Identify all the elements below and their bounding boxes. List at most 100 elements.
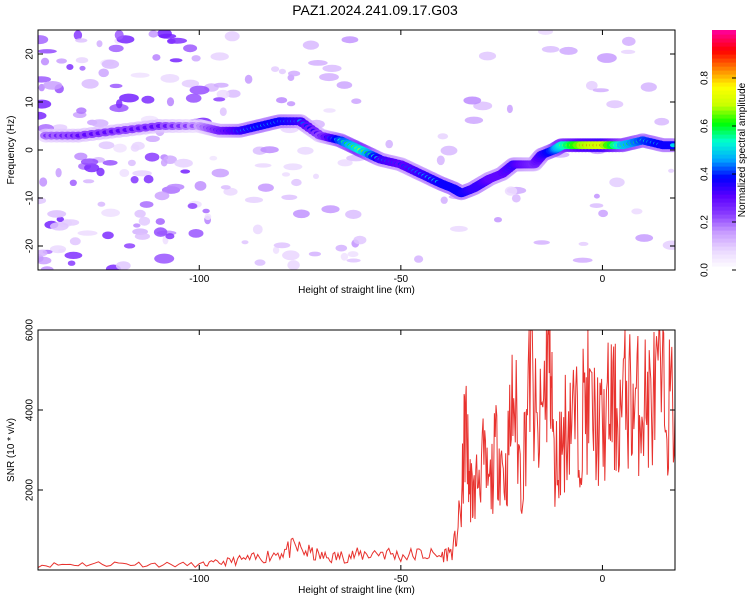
heatmap-noise-cell: [77, 230, 98, 236]
colorbar-segment: [712, 234, 736, 239]
colorbar-segment: [712, 178, 736, 183]
heatmap-noise-cell: [622, 36, 636, 47]
colorbar-segment: [712, 110, 736, 115]
heatmap-ytick-label: -20: [25, 238, 36, 253]
colorbar-segment: [712, 142, 736, 147]
snr-series-line: [38, 330, 675, 569]
heatmap-xtick-label: -100: [189, 274, 209, 285]
heatmap-noise-cell: [598, 209, 608, 218]
heatmap-noise-cell: [134, 232, 150, 240]
colorbar-tick-label: 0.6: [700, 119, 711, 133]
heatmap-noise-cell: [213, 97, 226, 102]
heatmap-noise-cell: [132, 170, 152, 177]
heatmap-noise-cell: [297, 146, 314, 155]
heatmap-noise-cell: [224, 31, 240, 42]
heatmap-noise-cell: [38, 35, 49, 45]
colorbar-segment: [712, 210, 736, 215]
heatmap-noise-cell: [276, 97, 288, 104]
heatmap-noise-cell: [244, 74, 253, 84]
heatmap-noise-cell: [180, 169, 191, 174]
heatmap-noise-cell: [662, 240, 675, 250]
colorbar-segment: [712, 170, 736, 175]
heatmap-noise-cell: [75, 38, 88, 43]
heatmap-noise-cell: [254, 163, 272, 168]
heatmap-noise-cell: [252, 224, 263, 235]
heatmap-noise-cell: [38, 76, 51, 83]
colorbar-segment: [712, 58, 736, 63]
heatmap-noise-cell: [592, 88, 609, 93]
colorbar-segment: [712, 258, 736, 263]
heatmap-noise-cell: [108, 44, 124, 53]
heatmap-noise-cell: [153, 227, 168, 237]
heatmap-noise-cell: [464, 116, 484, 125]
heatmap-noise-cell: [101, 208, 120, 217]
heatmap-noise-cell: [631, 208, 643, 215]
snr-ytick-label: 2000: [25, 478, 36, 501]
heatmap-noise-cell: [81, 79, 99, 89]
colorbar-segment: [712, 266, 736, 271]
heatmap-noise-cell: [586, 80, 598, 91]
colorbar-segment: [712, 138, 736, 143]
heatmap-noise-cell: [204, 213, 212, 220]
colorbar-segment: [712, 82, 736, 87]
heatmap-noise-cell: [141, 95, 155, 104]
heatmap-noise-cell: [38, 197, 47, 205]
heatmap-noise-cell: [260, 146, 279, 154]
colorbar-segment: [712, 74, 736, 79]
snr-line-group: [38, 330, 675, 569]
snr-xtick-label: 0: [600, 574, 606, 585]
colorbar-segment: [712, 174, 736, 179]
heatmap-ytick-label: 0: [25, 147, 36, 153]
heatmap-noise-cell: [319, 73, 339, 82]
colorbar-segment: [712, 46, 736, 51]
heatmap-noise-cell: [593, 193, 600, 199]
heatmap-noise-cell: [226, 89, 241, 98]
heatmap-noise-cell: [47, 210, 67, 218]
heatmap-noise-cell: [281, 172, 291, 177]
heatmap-noise-cell: [183, 44, 198, 53]
heatmap-xtick-label: 0: [600, 274, 606, 285]
heatmap-ytick-label: 20: [25, 48, 36, 60]
heatmap-noise-cell: [211, 168, 229, 178]
heatmap-noise-cell: [145, 135, 160, 142]
heatmap-noise-cell: [341, 36, 359, 44]
heatmap-noise-cell: [478, 51, 497, 61]
heatmap-noise-cell: [351, 98, 362, 104]
colorbar-segment: [712, 214, 736, 219]
heatmap-noise-cell: [494, 217, 502, 223]
colorbar-segment: [712, 190, 736, 195]
colorbar-segment: [712, 262, 736, 267]
heatmap-noise-cell: [635, 234, 654, 242]
colorbar-segment: [712, 194, 736, 199]
heatmap-cells: [38, 30, 675, 270]
heatmap-noise-cell: [56, 216, 64, 222]
heatmap-noise-cell: [281, 194, 298, 200]
heatmap-noise-cell: [66, 64, 74, 70]
heatmap-noise-cell: [143, 175, 154, 184]
colorbar-segment: [712, 90, 736, 95]
heatmap-noise-cell: [321, 205, 340, 214]
heatmap-noise-cell: [302, 40, 319, 50]
heatmap-noise-cell: [185, 93, 202, 103]
colorbar-segment: [712, 182, 736, 187]
heatmap-noise-cell: [322, 64, 342, 72]
heatmap-noise-cell: [282, 250, 300, 261]
heatmap-noise-cell: [654, 117, 670, 126]
heatmap-noise-cell: [50, 222, 69, 231]
heatmap-noise-cell: [97, 201, 106, 207]
figure-title: PAZ1.2024.241.09.17.G03: [292, 2, 458, 18]
heatmap-noise-cell: [287, 260, 300, 270]
heatmap-noise-cell: [213, 82, 229, 88]
colorbar-segment: [712, 122, 736, 127]
heatmap-noise-cell: [158, 33, 177, 39]
heatmap-noise-cell: [69, 179, 77, 186]
snr-ytick-label: 6000: [25, 318, 36, 341]
colorbar-segment: [712, 34, 736, 39]
heatmap-noise-cell: [127, 159, 136, 167]
heatmap-noise-cell: [313, 173, 319, 179]
colorbar-segment: [712, 50, 736, 55]
heatmap-noise-cell: [84, 163, 100, 173]
heatmap-noise-cell: [98, 68, 109, 78]
heatmap-noise-cell: [76, 107, 87, 114]
colorbar-segment: [712, 70, 736, 75]
